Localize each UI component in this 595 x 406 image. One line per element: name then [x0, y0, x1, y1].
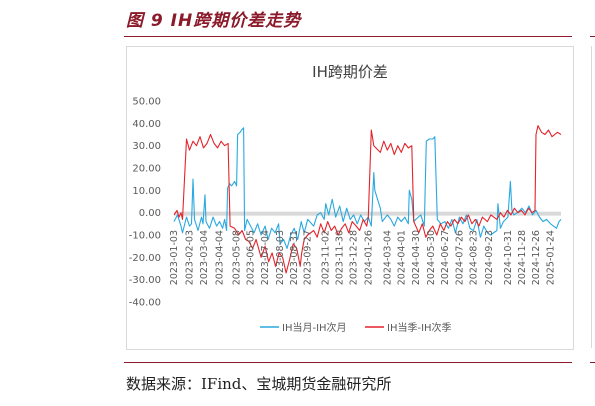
adjacent-title-rule — [590, 36, 595, 37]
chart-frame: IH跨期价差 50.00 40.00 30.00 20.00 10.00 0.00 -10.… — [126, 46, 574, 350]
x-tick-label: 2024-07-26 — [454, 230, 465, 285]
series-line-1 — [173, 127, 562, 249]
x-tick-label: 2023-01-03 — [169, 230, 180, 285]
y-tick-label: -30.00 — [129, 275, 161, 286]
y-tick-label: -20.00 — [129, 253, 161, 264]
x-tick-label: 2024-12-26 — [531, 230, 542, 285]
x-tick-label: 2023-04-04 — [215, 230, 226, 285]
y-tick-label: 0.00 — [139, 208, 161, 219]
x-axis-labels: 2023-01-03 2023-02-03 2023-03-04 2023-04-04… — [169, 230, 557, 285]
legend-label-2: IH当季-IH次季 — [387, 321, 452, 334]
x-tick-label: 2023-05-08 — [232, 230, 243, 285]
source-note: 数据来源：IFind、宝城期货金融研究所 — [126, 375, 392, 393]
x-tick-label: 2024-08-23 — [468, 230, 479, 285]
zero-band — [174, 211, 561, 216]
x-tick-label: 2023-08-31 — [289, 230, 300, 285]
y-tick-label: 10.00 — [132, 186, 161, 197]
legend: IH当月-IH次月 IH当季-IH次季 — [260, 321, 452, 334]
adjacent-chart-frame — [591, 46, 595, 348]
x-tick-label: 2024-06-27 — [440, 230, 451, 285]
zero-line — [174, 211, 561, 216]
x-tick-label: 2024-09-23 — [484, 230, 495, 285]
y-tick-label: -40.00 — [129, 298, 161, 309]
y-tick-label: 50.00 — [132, 97, 161, 108]
x-tick-label: 2024-11-28 — [517, 230, 528, 285]
x-tick-label: 2023-09-27 — [303, 230, 314, 285]
x-tick-label: 2024-10-31 — [503, 230, 514, 285]
x-tick-label: 2023-11-30 — [335, 230, 346, 285]
legend-label-1: IH当月-IH次月 — [282, 321, 347, 334]
y-tick-label: -10.00 — [129, 231, 161, 242]
x-tick-label: 2023-11-02 — [321, 230, 332, 285]
x-tick-label: 2024-01-26 — [363, 230, 374, 285]
x-tick-label: 2024-03-04 — [382, 230, 393, 285]
x-tick-label: 2024-05-30 — [426, 230, 437, 285]
chart-svg: IH跨期价差 50.00 40.00 30.00 20.00 10.00 0.00 -10.… — [129, 63, 562, 334]
x-tick-label: 2023-08-03 — [275, 230, 286, 285]
series-line-2 — [173, 125, 562, 274]
chart-title: IH跨期价差 — [312, 63, 388, 81]
y-axis-labels: 50.00 40.00 30.00 20.00 10.00 0.00 -10.00 -20.0… — [129, 97, 161, 309]
x-tick-label: 2023-06-05 — [246, 230, 257, 285]
x-tick-label: 2024-04-01 — [396, 230, 407, 285]
x-tick-label: 2023-07-04 — [260, 230, 271, 285]
y-tick-label: 30.00 — [132, 141, 161, 152]
x-tick-label: 2025-01-24 — [546, 230, 557, 285]
adjacent-bottom-rule — [590, 362, 595, 363]
title-rule — [124, 36, 572, 37]
figure-title: 图 9 IH跨期价差走势 — [126, 11, 302, 31]
y-tick-label: 40.00 — [132, 119, 161, 130]
x-tick-label: 2023-03-04 — [199, 230, 210, 285]
series-lines — [173, 125, 562, 274]
x-tick-label: 2024-04-30 — [411, 230, 422, 285]
y-tick-label: 20.00 — [132, 164, 161, 175]
bottom-rule — [124, 362, 572, 363]
x-tick-label: 2023-12-28 — [349, 230, 360, 285]
x-tick-label: 2023-02-03 — [185, 230, 196, 285]
